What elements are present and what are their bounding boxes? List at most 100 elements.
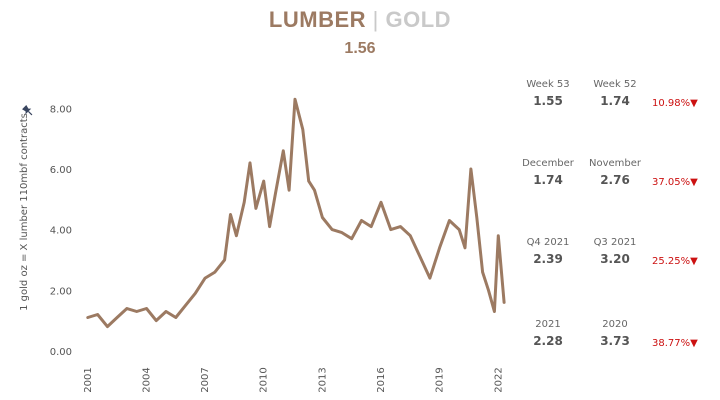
- x-tick-label: 2010: [259, 367, 270, 392]
- series-group: [86, 97, 506, 329]
- down-arrow-icon: ▼: [690, 98, 698, 109]
- ratio-line-chart: 1 gold oz = X lumber 110mbf contracts 0.…: [19, 97, 506, 393]
- y-tick-label: 4.00: [50, 226, 72, 237]
- data-point: [502, 301, 506, 304]
- data-point: [301, 128, 305, 131]
- stat-block-year: 2021 2.28 2020 3.73 38.77%▼: [520, 319, 720, 369]
- x-tick-label: 2004: [141, 367, 152, 392]
- data-point: [282, 149, 285, 152]
- data-point: [203, 276, 207, 280]
- data-point: [360, 219, 363, 222]
- data-point: [313, 188, 316, 192]
- stat-change: 38.77%▼: [652, 338, 720, 349]
- stat-value: 2.39: [533, 252, 563, 266]
- data-point: [497, 234, 500, 237]
- stat-value: 2.76: [600, 173, 630, 187]
- data-point: [115, 316, 119, 319]
- change-percent: 37.05%: [652, 177, 691, 188]
- data-point: [448, 219, 451, 222]
- stat-previous: Week 52 1.74: [575, 79, 655, 108]
- data-point: [223, 258, 226, 262]
- y-axis-label: 1 gold oz = X lumber 110mbf contracts: [19, 113, 30, 311]
- y-axis-label-group: 1 gold oz = X lumber 110mbf contracts: [19, 104, 34, 311]
- data-point: [321, 216, 324, 219]
- stat-value: 1.74: [600, 94, 630, 108]
- stat-label: 2021: [535, 319, 561, 330]
- data-point: [493, 310, 496, 313]
- data-point: [229, 213, 232, 216]
- data-point: [370, 225, 373, 228]
- stat-change: 10.98%▼: [652, 98, 720, 109]
- y-tick-label: 2.00: [50, 286, 72, 297]
- data-point: [379, 201, 383, 204]
- stat-value: 1.74: [533, 173, 563, 187]
- data-point: [287, 188, 291, 192]
- y-tick-label: 0.00: [50, 347, 72, 358]
- stat-previous: November 2.76: [575, 158, 655, 187]
- data-point: [155, 319, 158, 322]
- data-point: [350, 237, 353, 240]
- data-point: [457, 228, 461, 231]
- data-point: [399, 225, 402, 228]
- data-point: [469, 167, 473, 171]
- x-tick-label: 2007: [200, 367, 211, 392]
- stat-label: Q4 2021: [526, 237, 570, 248]
- chart-title: LUMBER | GOLD: [0, 7, 720, 33]
- stat-value: 3.73: [600, 334, 630, 348]
- stat-previous: Q3 2021 3.20: [575, 237, 655, 266]
- stat-value: 3.20: [600, 252, 630, 266]
- x-tick-label: 2013: [317, 367, 328, 392]
- stat-block-week: Week 53 1.55 Week 52 1.74 10.98%▼: [520, 79, 720, 129]
- stat-label: December: [522, 158, 574, 169]
- data-point: [487, 289, 490, 292]
- title-separator: |: [372, 7, 379, 32]
- stat-label: Q3 2021: [593, 237, 637, 248]
- x-tick-label: 2022: [493, 367, 504, 392]
- data-point: [86, 316, 90, 319]
- data-point: [409, 234, 412, 237]
- stat-block-month: December 1.74 November 2.76 37.05%▼: [520, 158, 720, 208]
- data-point: [428, 276, 432, 280]
- data-point: [389, 228, 392, 231]
- data-point: [293, 98, 297, 101]
- current-ratio-value: 1.56: [344, 40, 376, 57]
- y-axis-ticks: 0.00 2.00 4.00 6.00 8.00: [50, 104, 72, 358]
- down-arrow-icon: ▼: [690, 256, 698, 267]
- data-point: [307, 179, 310, 183]
- title-gold: GOLD: [385, 7, 452, 32]
- stat-change: 37.05%▼: [652, 177, 720, 188]
- data-point: [274, 192, 277, 195]
- data-point: [242, 201, 246, 204]
- down-arrow-icon: ▼: [690, 177, 698, 188]
- data-point: [184, 304, 187, 307]
- data-point: [340, 231, 344, 234]
- stat-current: Q4 2021 2.39: [508, 237, 588, 266]
- stat-label: Week 52: [593, 79, 637, 90]
- data-point: [96, 313, 99, 316]
- x-tick-label: 2001: [83, 367, 94, 392]
- pin-icon[interactable]: [21, 104, 34, 117]
- data-point: [135, 310, 138, 313]
- x-tick-label: 2016: [376, 367, 387, 392]
- x-tick-label: 2019: [435, 367, 446, 392]
- change-percent: 10.98%: [652, 98, 691, 109]
- change-percent: 25.25%: [652, 256, 691, 267]
- stat-change: 25.25%▼: [652, 256, 720, 267]
- stat-value: 2.28: [533, 334, 563, 348]
- data-point: [463, 246, 467, 250]
- data-point: [194, 292, 197, 295]
- data-point: [418, 255, 422, 259]
- stat-current: 2021 2.28: [508, 319, 588, 348]
- stat-current: Week 53 1.55: [508, 79, 588, 108]
- data-point: [164, 310, 168, 313]
- data-point: [213, 270, 217, 274]
- data-point: [475, 216, 478, 219]
- data-point: [254, 207, 258, 210]
- x-axis-ticks: 2001 2004 2007 2010 2013 2016 2019 2022: [83, 367, 504, 392]
- stat-value: 1.55: [533, 94, 563, 108]
- data-point: [145, 307, 148, 310]
- data-point: [174, 316, 177, 319]
- change-percent: 38.77%: [652, 338, 691, 349]
- stats-panel: Week 53 1.55 Week 52 1.74 10.98%▼ Decemb…: [520, 0, 720, 400]
- data-point: [262, 179, 265, 183]
